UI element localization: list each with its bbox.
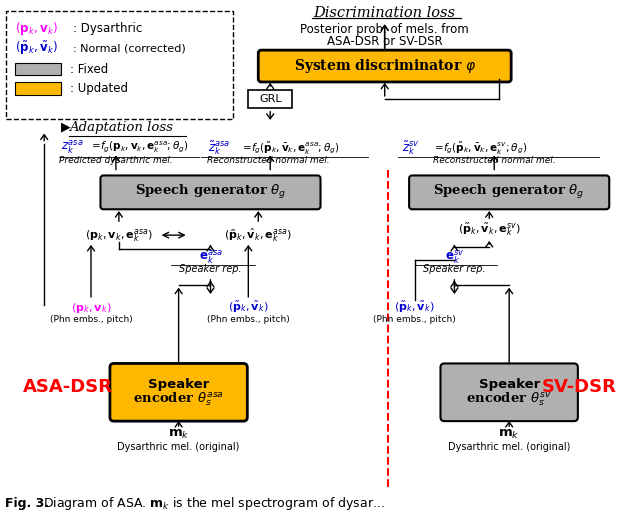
Text: : Fixed: : Fixed	[70, 62, 108, 75]
Text: (Phn embs., pitch): (Phn embs., pitch)	[373, 315, 456, 324]
Text: Posterior prob. of mels. from: Posterior prob. of mels. from	[300, 23, 469, 36]
FancyBboxPatch shape	[15, 83, 61, 95]
Text: $(\tilde{\mathbf{p}}_k,\tilde{\mathbf{v}}_k)$: $(\tilde{\mathbf{p}}_k,\tilde{\mathbf{v}…	[394, 300, 435, 315]
Text: Speech generator $\theta_g$: Speech generator $\theta_g$	[433, 184, 585, 201]
Text: (Phn embs., pitch): (Phn embs., pitch)	[207, 315, 290, 324]
Text: $(\tilde{\mathbf{p}}_k,\tilde{\mathbf{v}}_k,\mathbf{e}_k^{sv})$: $(\tilde{\mathbf{p}}_k,\tilde{\mathbf{v}…	[458, 222, 521, 238]
Text: ASA-DSR: ASA-DSR	[23, 379, 113, 396]
FancyBboxPatch shape	[15, 62, 61, 75]
Text: Fig. 3.: Fig. 3.	[5, 497, 49, 510]
FancyBboxPatch shape	[409, 175, 609, 209]
Text: $\mathbf{m}_k$: $\mathbf{m}_k$	[168, 427, 189, 440]
FancyBboxPatch shape	[100, 175, 321, 209]
Text: GRL: GRL	[259, 94, 282, 104]
Text: Speaker: Speaker	[148, 378, 209, 391]
FancyBboxPatch shape	[259, 50, 511, 82]
Text: encoder $\theta_s^{asa}$: encoder $\theta_s^{asa}$	[133, 391, 224, 408]
Text: Dysarthric mel. (original): Dysarthric mel. (original)	[448, 442, 570, 452]
Text: Adaptation loss: Adaptation loss	[69, 121, 173, 134]
Text: : Updated: : Updated	[70, 82, 128, 95]
Text: $=\!f_g(\tilde{\mathbf{p}}_k,\bar{\mathbf{v}}_k,\mathbf{e}_k^{sv};\theta_g)$: $=\!f_g(\tilde{\mathbf{p}}_k,\bar{\mathb…	[431, 140, 527, 155]
FancyBboxPatch shape	[6, 11, 234, 119]
Text: $\mathbf{e}_k^{sv}$: $\mathbf{e}_k^{sv}$	[445, 248, 464, 266]
Text: ASA-DSR or SV-DSR: ASA-DSR or SV-DSR	[327, 35, 442, 48]
Text: Speaker rep.: Speaker rep.	[423, 264, 486, 274]
Text: (Phn embs., pitch): (Phn embs., pitch)	[50, 315, 132, 324]
FancyBboxPatch shape	[110, 363, 247, 421]
Text: $z_k^{asa}$: $z_k^{asa}$	[61, 139, 84, 157]
Text: Speaker: Speaker	[479, 378, 540, 391]
Text: $=\!f_g(\tilde{\mathbf{p}}_k,\bar{\mathbf{v}}_k,\mathbf{e}_k^{asa};\theta_g)$: $=\!f_g(\tilde{\mathbf{p}}_k,\bar{\mathb…	[241, 140, 340, 155]
Text: Speaker rep.: Speaker rep.	[179, 264, 242, 274]
Text: Discrimination loss: Discrimination loss	[314, 6, 456, 20]
Text: $\mathbf{e}_k^{asa}$: $\mathbf{e}_k^{asa}$	[198, 248, 223, 266]
FancyBboxPatch shape	[440, 363, 578, 421]
Text: $(\mathbf{p}_k, \mathbf{v}_k)$: $(\mathbf{p}_k, \mathbf{v}_k)$	[15, 20, 58, 37]
Text: $=\!f_g(\mathbf{p}_k,\mathbf{v}_k,\mathbf{e}_k^{asa};\theta_g)$: $=\!f_g(\mathbf{p}_k,\mathbf{v}_k,\mathb…	[89, 140, 189, 155]
Text: $(\tilde{\mathbf{p}}_k,\hat{\mathbf{v}}_k,\mathbf{e}_k^{asa})$: $(\tilde{\mathbf{p}}_k,\hat{\mathbf{v}}_…	[225, 226, 292, 244]
Text: $\mathbf{m}_k$: $\mathbf{m}_k$	[499, 427, 520, 440]
Text: System discriminator $\varphi$: System discriminator $\varphi$	[294, 57, 476, 75]
Text: Reconstructed normal mel.: Reconstructed normal mel.	[207, 156, 330, 165]
Text: Reconstructed normal mel.: Reconstructed normal mel.	[433, 156, 556, 165]
Text: encoder $\theta_s^{sv}$: encoder $\theta_s^{sv}$	[467, 391, 552, 408]
Text: $\blacktriangleright$: $\blacktriangleright$	[58, 121, 72, 135]
Text: : Dysarthric: : Dysarthric	[73, 22, 142, 35]
Text: Diagram of ASA. $\mathbf{m}_k$ is the mel spectrogram of dysar...: Diagram of ASA. $\mathbf{m}_k$ is the me…	[44, 495, 385, 512]
Text: $\tilde{z}_k^{sv}$: $\tilde{z}_k^{sv}$	[402, 139, 419, 157]
Text: Dysarthric mel. (original): Dysarthric mel. (original)	[117, 442, 240, 452]
FancyBboxPatch shape	[248, 90, 292, 108]
Text: Speech generator $\theta_g$: Speech generator $\theta_g$	[135, 184, 286, 201]
Text: $(\tilde{\mathbf{p}}_k,\tilde{\mathbf{v}}_k)$: $(\tilde{\mathbf{p}}_k,\tilde{\mathbf{v}…	[228, 300, 269, 315]
Text: Predicted dysarthric mel.: Predicted dysarthric mel.	[59, 156, 173, 165]
Text: $(\tilde{\mathbf{p}}_k, \tilde{\mathbf{v}}_k)$: $(\tilde{\mathbf{p}}_k, \tilde{\mathbf{v…	[15, 40, 58, 57]
Text: : Normal (corrected): : Normal (corrected)	[73, 43, 186, 53]
Text: $(\mathbf{p}_k,\mathbf{v}_k)$: $(\mathbf{p}_k,\mathbf{v}_k)$	[71, 301, 111, 315]
Text: $\tilde{z}_k^{asa}$: $\tilde{z}_k^{asa}$	[209, 139, 230, 157]
Text: SV-DSR: SV-DSR	[542, 379, 617, 396]
Text: $(\mathbf{p}_k,\mathbf{v}_k,\mathbf{e}_k^{asa})$: $(\mathbf{p}_k,\mathbf{v}_k,\mathbf{e}_k…	[85, 227, 153, 244]
